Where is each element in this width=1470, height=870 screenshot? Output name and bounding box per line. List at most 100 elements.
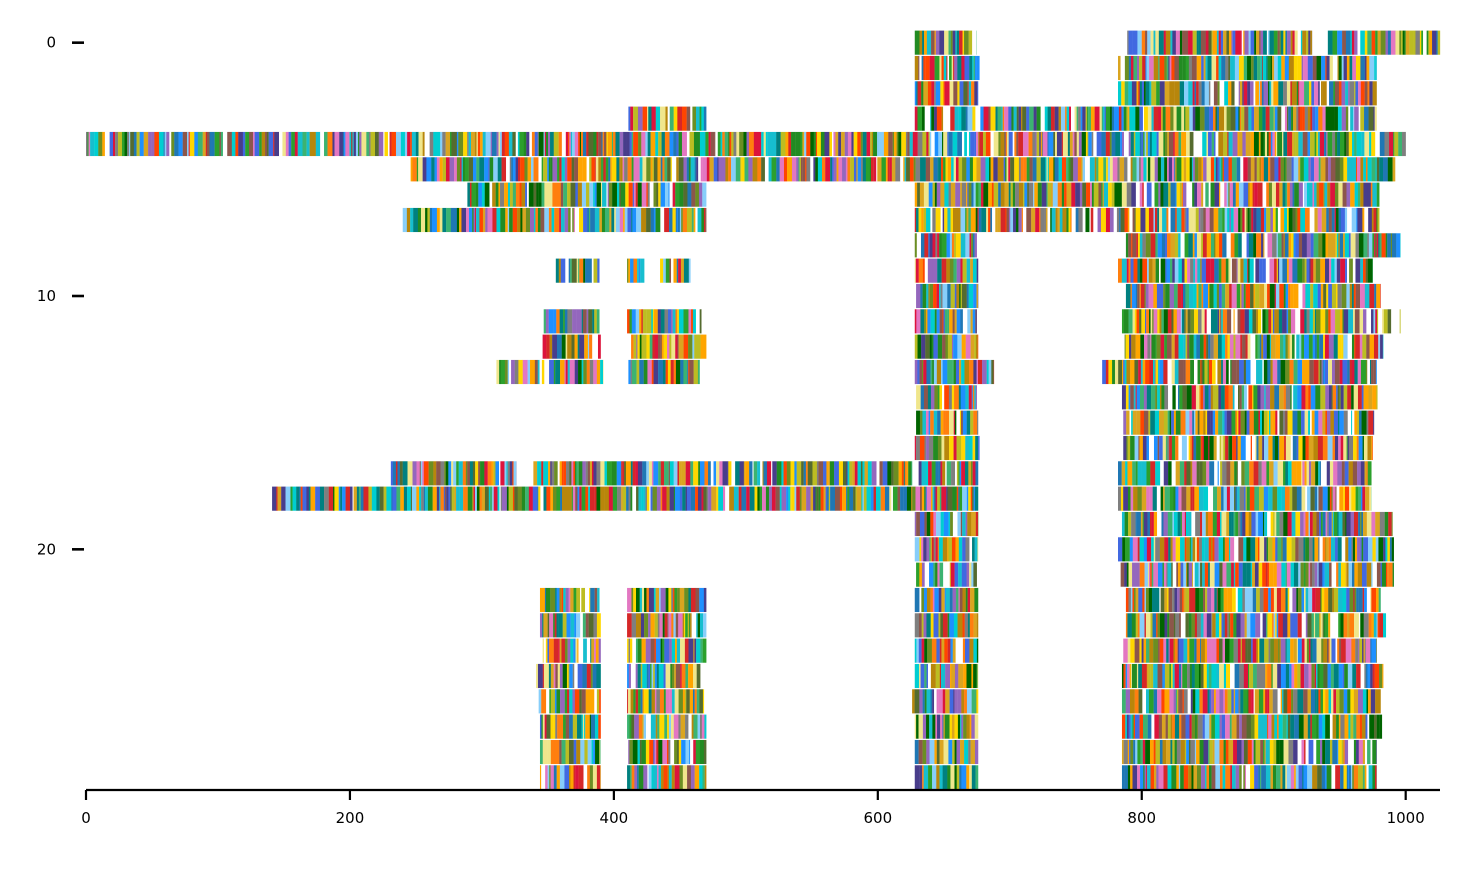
heatmap-cell	[1283, 233, 1286, 258]
heatmap-cell	[1351, 385, 1354, 410]
heatmap-cell	[1208, 385, 1211, 410]
heatmap-cell	[799, 157, 802, 182]
heatmap-cell	[816, 461, 819, 486]
heatmap-cell	[1274, 233, 1277, 258]
heatmap-cell	[1124, 359, 1127, 385]
heatmap-cell	[1144, 131, 1147, 157]
heatmap-cell	[1288, 309, 1292, 334]
heatmap-cell	[1191, 714, 1196, 739]
heatmap-cell	[1281, 587, 1286, 613]
heatmap-cell	[759, 486, 763, 511]
heatmap-cell	[480, 131, 483, 157]
heatmap-cell	[1378, 537, 1384, 562]
heatmap-cell	[515, 157, 519, 182]
heatmap-cell	[1222, 410, 1225, 435]
heatmap-cell	[961, 182, 967, 207]
heatmap-cell	[1354, 207, 1357, 233]
heatmap-cell	[1186, 461, 1191, 486]
heatmap-cell	[379, 486, 384, 511]
heatmap-cell	[1262, 258, 1266, 283]
heatmap-cell	[993, 131, 999, 157]
heatmap-cell	[1349, 359, 1353, 385]
heatmap-cell	[1245, 638, 1248, 663]
heatmap-cell	[961, 106, 966, 131]
heatmap-cell	[1138, 689, 1143, 714]
heatmap-cell	[1130, 714, 1133, 739]
heatmap-cell	[1275, 334, 1281, 359]
heatmap-cell	[285, 486, 291, 511]
heatmap-cell	[1315, 309, 1317, 334]
heatmap-cell	[752, 461, 754, 486]
heatmap-cell	[941, 486, 947, 511]
heatmap-cell	[1107, 157, 1111, 182]
heatmap-cell	[891, 461, 894, 486]
heatmap-cell	[1251, 511, 1256, 537]
heatmap-cell	[469, 182, 472, 207]
heatmap-cell	[1185, 334, 1188, 359]
heatmap-cell	[1190, 359, 1195, 385]
heatmap-cell	[1322, 106, 1326, 131]
heatmap-cell	[1248, 106, 1252, 131]
heatmap-cell	[274, 131, 280, 157]
heatmap-cell	[965, 461, 969, 486]
heatmap-cell	[1239, 359, 1244, 385]
heatmap-cell	[1155, 30, 1159, 55]
heatmap-cell	[966, 207, 969, 233]
heatmap-cell	[1173, 309, 1177, 334]
heatmap-cell	[1169, 81, 1174, 106]
heatmap-cell	[1323, 283, 1327, 309]
heatmap-cell	[749, 486, 755, 511]
heatmap-cell	[1285, 663, 1290, 689]
heatmap-cell	[684, 613, 686, 638]
heatmap-cell	[1345, 106, 1349, 131]
heatmap-cell	[969, 233, 972, 258]
heatmap-cell	[1303, 55, 1308, 81]
heatmap-cell	[309, 131, 315, 157]
heatmap-cell	[445, 157, 450, 182]
heatmap-cell	[660, 207, 665, 233]
heatmap-cell	[976, 131, 979, 157]
heatmap-cell	[1283, 30, 1286, 55]
heatmap-cell	[565, 334, 568, 359]
heatmap-cell	[645, 739, 650, 765]
heatmap-cell	[569, 461, 572, 486]
heatmap-cell	[1123, 359, 1125, 385]
heatmap-cell	[1323, 334, 1326, 359]
heatmap-cell	[845, 157, 848, 182]
heatmap-cell	[1200, 613, 1204, 638]
heatmap-cell	[1264, 638, 1269, 663]
heatmap-cell	[1409, 30, 1414, 55]
heatmap-cell	[642, 157, 647, 182]
heatmap-cell	[571, 258, 577, 283]
heatmap-cell	[1233, 689, 1236, 714]
heatmap-cell	[525, 182, 528, 207]
heatmap-cell	[1364, 30, 1368, 55]
heatmap-cell	[568, 663, 570, 689]
heatmap-cell	[1204, 359, 1208, 385]
heatmap-cell	[964, 689, 968, 714]
heatmap-cell	[1350, 182, 1355, 207]
heatmap-cell	[673, 714, 679, 739]
heatmap-cell	[1125, 461, 1128, 486]
heatmap-cell	[972, 233, 975, 258]
heatmap-cell	[1264, 537, 1267, 562]
heatmap-cell	[1117, 182, 1122, 207]
heatmap-cell	[939, 638, 942, 663]
heatmap-cell	[955, 30, 957, 55]
heatmap-cell	[969, 537, 973, 562]
heatmap-cell	[1287, 613, 1291, 638]
heatmap-cell	[1208, 562, 1210, 587]
heatmap-cell	[1235, 334, 1241, 359]
heatmap-cell	[1260, 663, 1266, 689]
heatmap-cell	[1260, 131, 1264, 157]
heatmap-cell	[444, 486, 447, 511]
heatmap-cell	[820, 131, 825, 157]
heatmap-cell	[1026, 106, 1030, 131]
heatmap-cell	[1240, 689, 1244, 714]
heatmap-cell	[1172, 714, 1176, 739]
heatmap-cell	[1203, 663, 1207, 689]
heatmap-cell	[1223, 157, 1229, 182]
heatmap-cell	[1166, 638, 1169, 663]
heatmap-cell	[1330, 537, 1336, 562]
heatmap-cell	[1290, 435, 1293, 461]
